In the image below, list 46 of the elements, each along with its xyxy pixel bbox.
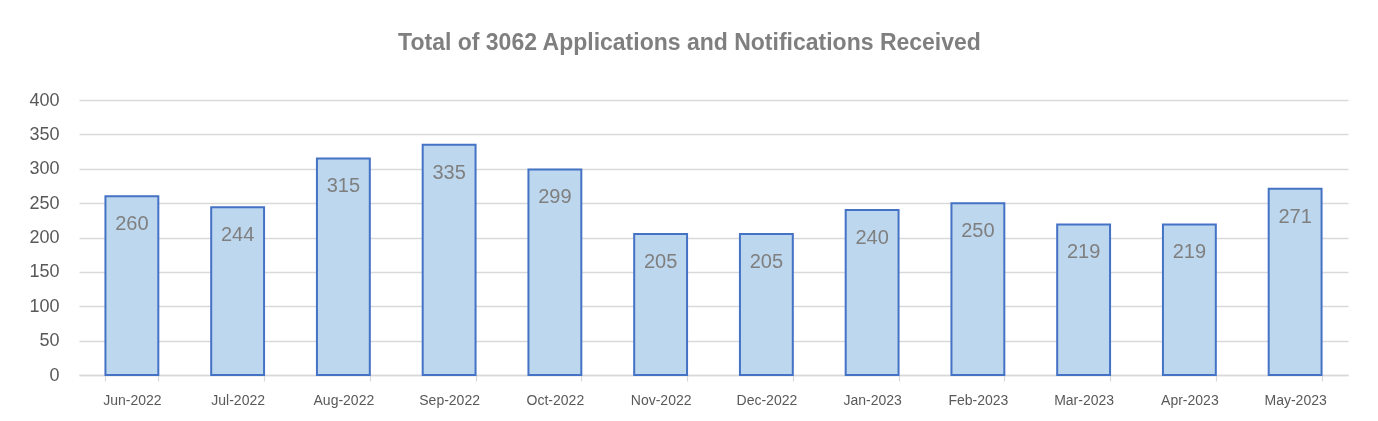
x-tick-label: Aug-2022 [313, 391, 375, 408]
x-tick-label: Nov-2022 [630, 391, 692, 408]
y-tick-label: 400 [29, 89, 60, 110]
data-label: 219 [1172, 240, 1207, 263]
y-tick-label: 350 [29, 123, 60, 144]
data-label: 271 [1278, 204, 1312, 227]
bar [1267, 187, 1323, 376]
x-tick-label: Mar-2023 [1054, 391, 1115, 408]
bar [950, 202, 1006, 376]
data-label: 335 [432, 160, 466, 183]
x-tick-label: Jan-2023 [843, 391, 903, 408]
data-label: 219 [1066, 240, 1101, 263]
y-tick-label: 250 [29, 192, 60, 213]
bar [315, 157, 371, 376]
bar [844, 209, 900, 376]
y-tick-label: 300 [29, 158, 60, 179]
y-tick-label: 150 [29, 261, 60, 282]
y-tick-label: 50 [39, 330, 60, 351]
chart-title: Total of 3062 Applications and Notifications Received [398, 29, 981, 55]
x-tick-label: Jun-2022 [103, 391, 162, 408]
data-label: 250 [961, 219, 995, 242]
x-tick-label: Apr-2023 [1161, 391, 1219, 408]
bar [210, 206, 266, 376]
bar [1161, 223, 1217, 376]
y-tick-label: 0 [49, 364, 60, 385]
x-tick-label: Jul-2022 [211, 391, 266, 408]
y-tick-label: 200 [29, 227, 60, 247]
y-tick-label: 100 [29, 295, 60, 316]
x-tick-label: May-2023 [1264, 391, 1327, 408]
data-label: 244 [220, 223, 255, 246]
data-label: 240 [855, 226, 889, 248]
bar [527, 168, 583, 376]
bar [1056, 223, 1112, 376]
data-label: 260 [115, 212, 149, 235]
x-tick-label: Oct-2022 [526, 391, 585, 408]
data-label: 315 [326, 174, 361, 197]
x-tick-label: Dec-2022 [736, 391, 798, 408]
x-tick-label: Feb-2023 [948, 391, 1009, 408]
bar [633, 233, 689, 376]
bar [104, 195, 160, 376]
bar [738, 233, 794, 376]
data-label: 205 [749, 250, 784, 273]
data-label: 299 [538, 185, 572, 208]
bar [421, 143, 477, 376]
data-label: 205 [643, 250, 678, 273]
x-tick-label: Sep-2022 [419, 391, 481, 408]
